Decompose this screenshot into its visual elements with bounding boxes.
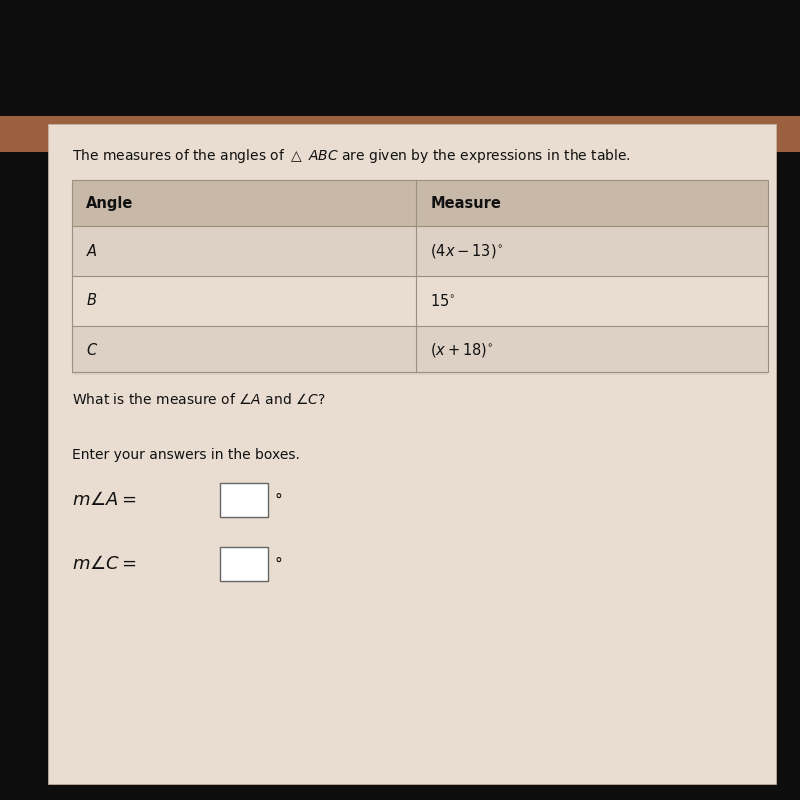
- Text: C: C: [86, 343, 97, 358]
- Text: A: A: [86, 244, 97, 258]
- Text: $m\angle A =$: $m\angle A =$: [72, 491, 137, 509]
- Bar: [72, 276, 768, 326]
- Bar: [72, 226, 768, 276]
- Bar: [0, 116, 800, 152]
- Text: $15^{\circ}$: $15^{\circ}$: [430, 293, 456, 309]
- Bar: [72, 326, 768, 375]
- Bar: [72, 180, 768, 372]
- Bar: [220, 547, 268, 581]
- Text: What is the measure of $\angle A$ and $\angle C$?: What is the measure of $\angle A$ and $\…: [72, 392, 326, 407]
- Bar: [0, 0, 800, 116]
- Text: °: °: [274, 493, 282, 507]
- Bar: [72, 180, 768, 226]
- Text: Angle: Angle: [86, 196, 134, 210]
- Bar: [48, 124, 776, 784]
- Text: $(x+18)^{\circ}$: $(x+18)^{\circ}$: [430, 342, 494, 359]
- Text: °: °: [274, 557, 282, 571]
- Text: The measures of the angles of $\triangle$ $\mathit{ABC}$ are given by the expres: The measures of the angles of $\triangle…: [72, 147, 631, 165]
- Text: $m\angle C =$: $m\angle C =$: [72, 555, 137, 573]
- Text: B: B: [86, 294, 97, 308]
- Text: Measure: Measure: [430, 196, 502, 210]
- Bar: [220, 483, 268, 517]
- Text: $(4x-13)^{\circ}$: $(4x-13)^{\circ}$: [430, 242, 503, 260]
- Text: Enter your answers in the boxes.: Enter your answers in the boxes.: [72, 448, 300, 462]
